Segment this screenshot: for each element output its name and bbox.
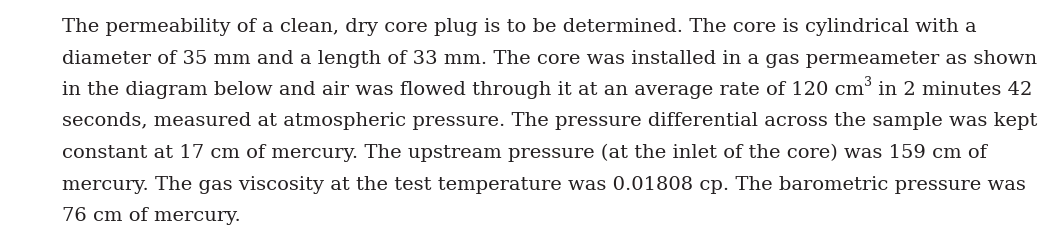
Text: mercury. The gas viscosity at the test temperature was 0.01808 cp. The barometri: mercury. The gas viscosity at the test t… <box>62 176 1026 193</box>
Text: The permeability of a clean, dry core plug is to be determined. The core is cyli: The permeability of a clean, dry core pl… <box>62 18 977 36</box>
Text: diameter of 35 mm and a length of 33 mm. The core was installed in a gas permeam: diameter of 35 mm and a length of 33 mm.… <box>62 50 1038 67</box>
Text: in the diagram below and air was flowed through it at an average rate of 120 cm: in the diagram below and air was flowed … <box>62 81 864 99</box>
Text: seconds, measured at atmospheric pressure. The pressure differential across the : seconds, measured at atmospheric pressur… <box>62 113 1038 130</box>
Text: 76 cm of mercury.: 76 cm of mercury. <box>62 207 241 225</box>
Text: in 2 minutes 42: in 2 minutes 42 <box>872 81 1032 99</box>
Text: 3: 3 <box>864 76 872 89</box>
Text: constant at 17 cm of mercury. The upstream pressure (at the inlet of the core) w: constant at 17 cm of mercury. The upstre… <box>62 144 987 162</box>
